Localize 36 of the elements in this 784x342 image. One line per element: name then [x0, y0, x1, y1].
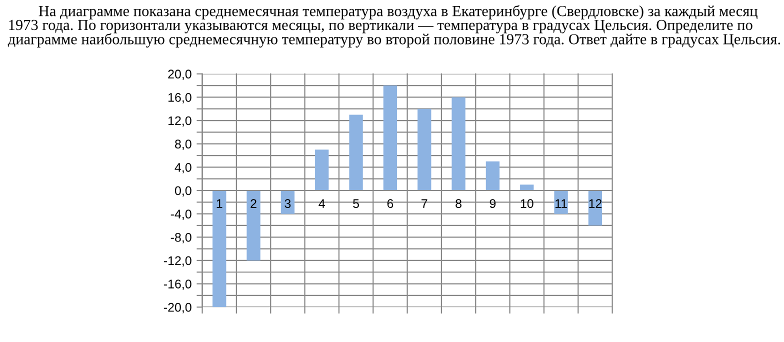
bar — [520, 184, 534, 190]
y-tick-label: -4,0 — [170, 210, 192, 220]
x-tick-label: 6 — [387, 199, 394, 208]
x-tick-label: 9 — [490, 199, 496, 208]
x-tick-label: 8 — [456, 199, 462, 208]
y-tick-label: 12,0 — [168, 116, 192, 127]
bar — [246, 190, 260, 260]
bar — [418, 108, 432, 190]
bar — [383, 86, 398, 190]
x-tick-label: 3 — [284, 199, 291, 208]
x-tick-label: 11 — [556, 199, 567, 208]
x-tick-label: 4 — [318, 199, 325, 208]
x-tick-label: 1 — [216, 199, 222, 208]
bar — [588, 190, 602, 226]
bar — [452, 97, 466, 190]
bar — [315, 150, 329, 190]
y-tick-label: -16,0 — [164, 280, 192, 290]
y-tick-label: 8,0 — [175, 140, 192, 150]
x-tick-label: 2 — [250, 199, 256, 208]
y-tick-label: 0,0 — [174, 186, 192, 197]
bar — [212, 190, 226, 308]
y-tick-label: 16,0 — [168, 92, 192, 104]
x-tick-label: 7 — [422, 199, 428, 208]
bar — [486, 161, 500, 190]
y-tick-label: -20,0 — [164, 302, 192, 314]
bar — [554, 190, 568, 214]
chart-title: На диаграмме показана среднемесячная температура воздуха в Екатеринбурге (Свердловске) за каждый месяц 1973 года. По горизонтали указываются месяцы, по вертикали — температура в градусах Цельсия. Определите по диаграмме наибольшую среднемесячную температуру во второй половине 1973 года. Ответ дайте в градусах Цельсия. — [8, 5, 780, 48]
x-tick-label: 12 — [589, 199, 602, 208]
y-tick-label: -8,0 — [170, 232, 192, 244]
y-tick-label: 4,0 — [174, 162, 192, 174]
y-tick-label: -12,0 — [164, 256, 192, 267]
x-tick-label: 5 — [353, 199, 359, 208]
x-tick-label: 10 — [520, 199, 534, 208]
bar — [280, 190, 295, 214]
y-tick-label: 20,0 — [168, 70, 192, 80]
bar — [349, 114, 363, 190]
